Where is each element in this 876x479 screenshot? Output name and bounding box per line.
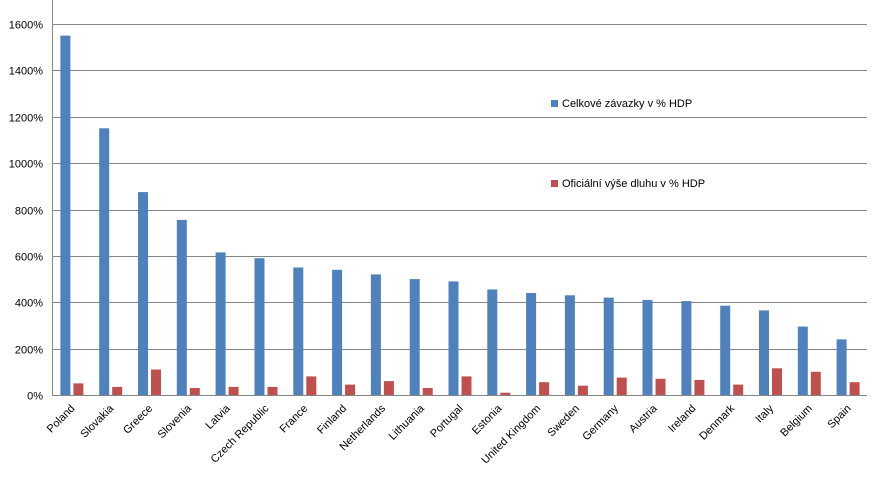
y-tick-label: 0% xyxy=(27,391,43,403)
y-tick-label: 600% xyxy=(15,252,43,264)
bar-belgium-total-liabilities xyxy=(797,326,808,395)
legend-label-official-debt: Oficiální výše dluhu v % HDP xyxy=(562,178,705,190)
bar-czech-republic-total-liabilities xyxy=(254,258,265,395)
bar-poland-official-debt xyxy=(73,383,84,395)
bar-estonia-total-liabilities xyxy=(487,289,498,395)
x-tick-label-greece: Greece xyxy=(121,403,155,437)
y-tick-label: 1000% xyxy=(9,159,43,171)
y-tick-label: 400% xyxy=(15,298,43,310)
bar-denmark-official-debt xyxy=(733,384,744,395)
x-tick-label-sweden: Sweden xyxy=(545,403,582,440)
bar-ireland-total-liabilities xyxy=(681,301,692,395)
x-tick-label-slovenia: Slovenia xyxy=(156,402,195,441)
bar-finland-total-liabilities xyxy=(332,269,343,395)
x-tick-label-finland: Finland xyxy=(315,403,349,437)
bar-greece-official-debt xyxy=(151,369,161,395)
x-tick-label-poland: Poland xyxy=(45,403,78,436)
bar-slovakia-total-liabilities xyxy=(99,128,110,396)
bar-czech-republic-official-debt xyxy=(267,386,278,395)
bar-portugal-official-debt xyxy=(461,376,472,395)
x-tick-label-germany: Germany xyxy=(580,402,621,443)
x-axis-tick-labels: Poland Slovakia Greece Slovenia LatviaCzech … xyxy=(45,402,854,466)
bar-portugal-total-liabilities xyxy=(448,281,459,395)
legend: Celkové závazky v % HDP Oficiální výše d… xyxy=(551,98,705,190)
y-tick-label: 1600% xyxy=(9,20,43,32)
bar-slovenia-official-debt xyxy=(189,388,200,395)
x-tick-label-belgium: Belgium xyxy=(778,403,815,440)
x-tick-label-portugal: Portugal xyxy=(428,403,465,440)
bar-united-kingdom-official-debt xyxy=(539,382,550,395)
bar-lithuania-official-debt xyxy=(422,388,433,395)
x-tick-label-italy: Italy xyxy=(753,402,776,425)
bar-france-total-liabilities xyxy=(293,267,304,395)
bar-united-kingdom-total-liabilities xyxy=(526,293,537,395)
y-tick-label: 1400% xyxy=(9,66,43,78)
x-tick-label-lithuania: Lithuania xyxy=(387,402,428,443)
x-tick-label-france: France xyxy=(278,403,311,436)
bar-poland-total-liabilities xyxy=(60,35,71,395)
bar-latvia-total-liabilities xyxy=(215,252,226,395)
bar-slovenia-total-liabilities xyxy=(176,219,187,395)
gridlines xyxy=(52,24,867,350)
bar-italy-official-debt xyxy=(772,368,782,395)
bar-finland-official-debt xyxy=(345,384,356,395)
y-tick-label: 200% xyxy=(15,345,43,357)
bar-latvia-official-debt xyxy=(228,386,239,395)
bar-netherlands-official-debt xyxy=(383,381,394,395)
x-tick-label-denmark: Denmark xyxy=(697,402,737,442)
bar-france-official-debt xyxy=(306,376,317,395)
bar-ireland-official-debt xyxy=(694,379,705,395)
bars xyxy=(60,35,860,396)
bar-germany-total-liabilities xyxy=(603,297,614,395)
bar-greece-total-liabilities xyxy=(138,192,148,395)
x-tick-label-spain: Spain xyxy=(825,403,853,431)
y-tick-label: 1200% xyxy=(9,113,43,125)
y-tick-label: 800% xyxy=(15,206,43,218)
bar-austria-official-debt xyxy=(655,378,666,395)
bar-austria-total-liabilities xyxy=(642,299,653,395)
bar-italy-total-liabilities xyxy=(759,310,769,395)
x-tick-label-ireland: Ireland xyxy=(666,403,698,435)
bar-germany-official-debt xyxy=(616,377,627,395)
bar-lithuania-total-liabilities xyxy=(409,279,420,395)
bar-sweden-total-liabilities xyxy=(564,295,575,395)
x-tick-label-slovakia: Slovakia xyxy=(78,402,117,441)
bar-denmark-total-liabilities xyxy=(720,305,731,395)
x-tick-label-latvia: Latvia xyxy=(204,402,234,432)
bar-belgium-official-debt xyxy=(810,371,821,395)
bar-netherlands-total-liabilities xyxy=(370,274,381,395)
legend-swatch-total-liabilities xyxy=(551,100,558,107)
legend-swatch-official-debt xyxy=(551,180,558,187)
bar-estonia-official-debt xyxy=(500,392,511,395)
bar-slovakia-official-debt xyxy=(112,386,123,395)
bar-sweden-official-debt xyxy=(577,385,588,395)
x-tick-label-estonia: Estonia xyxy=(470,402,505,437)
bar-spain-official-debt xyxy=(849,382,860,395)
x-tick-label-austria: Austria xyxy=(627,402,660,435)
legend-label-total-liabilities: Celkové závazky v % HDP xyxy=(562,98,692,110)
y-axis-tick-labels: 0% 200% 400% 600% 800% 1000% 1200% 1400% 1600% xyxy=(9,20,43,403)
bar-spain-total-liabilities xyxy=(836,339,847,395)
